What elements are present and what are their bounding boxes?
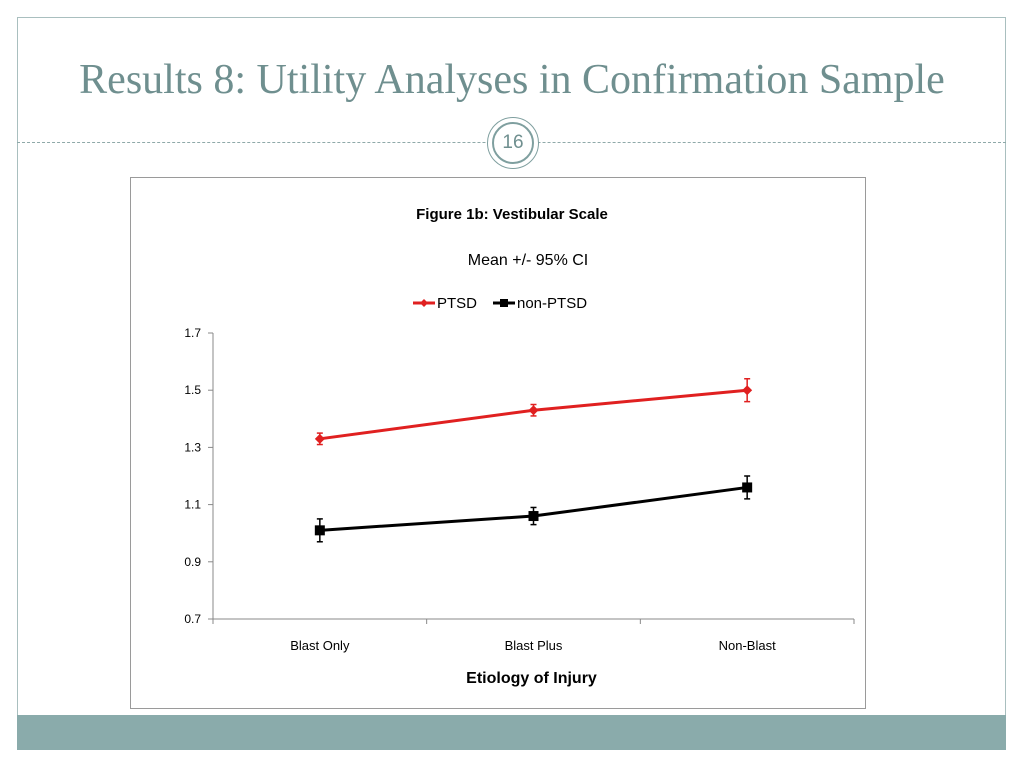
x-tick-label: Non-Blast (719, 638, 776, 653)
x-tick-label: Blast Only (290, 638, 350, 653)
y-tick-label: 0.7 (184, 612, 201, 626)
labels-layer: 0.7 0.9 1.1 1.3 1.5 1.7 Blast Only Blast Plus No… (184, 326, 776, 687)
legend-label: non-PTSD (517, 295, 587, 312)
slide-title: Results 8: Utility Analyses in Confirmat… (79, 57, 945, 103)
page-number: 16 (492, 122, 534, 164)
y-tick-label: 1.3 (184, 440, 201, 454)
legend-item: PTSD (413, 295, 477, 312)
axes-layer (208, 332, 855, 624)
series-ptsd (314, 378, 753, 446)
data-point-square (528, 511, 539, 522)
data-point-diamond (528, 405, 539, 416)
series-non-ptsd (314, 475, 753, 543)
data-point-diamond (742, 385, 753, 396)
legend-label: PTSD (437, 295, 477, 312)
chart-container: PTSD non-PTSD 0.7 0.9 1.1 1.3 1.5 1.7 Blast Onl… (130, 177, 866, 709)
legend-marker (500, 299, 508, 307)
chart-svg: PTSD non-PTSD 0.7 0.9 1.1 1.3 1.5 1.7 Blast Onl… (184, 295, 855, 687)
footer-bar (17, 715, 1006, 750)
y-tick-label: 0.9 (184, 555, 201, 569)
y-tick-label: 1.1 (184, 498, 201, 512)
legend-item: non-PTSD (493, 295, 587, 312)
x-tick-label: Blast Plus (505, 638, 563, 653)
y-tick-label: 1.7 (184, 326, 201, 340)
chart-title: Figure 1b: Vestibular Scale (416, 206, 608, 223)
page-number-badge: 16 (487, 117, 539, 169)
series-layer (314, 378, 753, 543)
data-point-square (314, 525, 325, 536)
y-tick-label: 1.5 (184, 383, 201, 397)
chart-subtitle: Mean +/- 95% CI (467, 252, 589, 269)
legend-marker (420, 299, 428, 307)
chart-legend: PTSD non-PTSD (413, 295, 587, 312)
data-point-diamond (314, 433, 325, 444)
x-axis-title: Etiology of Injury (466, 670, 597, 687)
data-point-square (742, 482, 753, 493)
